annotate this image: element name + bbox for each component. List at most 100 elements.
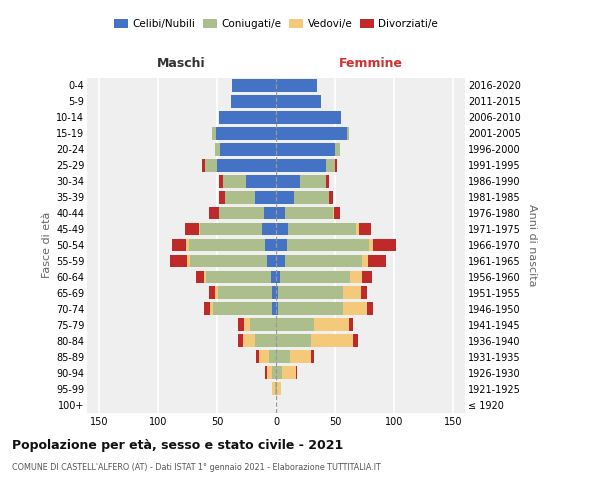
Bar [276, 318, 314, 331]
Bar [276, 175, 299, 188]
Bar [264, 206, 276, 220]
Text: Maschi: Maschi [157, 57, 206, 70]
Bar [185, 222, 199, 235]
Bar [276, 206, 286, 220]
Bar [276, 111, 341, 124]
Bar [343, 286, 361, 299]
Bar [220, 111, 276, 124]
Bar [332, 206, 334, 220]
Legend: Celibi/Nubili, Coniugati/e, Vedovi/e, Divorziati/e: Celibi/Nubili, Coniugati/e, Vedovi/e, Di… [110, 15, 442, 34]
Bar [259, 350, 269, 363]
Bar [231, 95, 276, 108]
Bar [276, 191, 294, 203]
Bar [262, 222, 276, 235]
Bar [368, 254, 386, 268]
Y-axis label: Fasce di età: Fasce di età [41, 212, 52, 278]
Bar [277, 382, 281, 395]
Bar [326, 175, 329, 188]
Bar [296, 366, 297, 379]
Bar [196, 270, 204, 283]
Bar [265, 366, 266, 379]
Bar [271, 270, 276, 283]
Bar [276, 302, 278, 315]
Bar [215, 143, 220, 156]
Bar [266, 366, 272, 379]
Bar [276, 334, 311, 347]
Bar [276, 159, 326, 172]
Bar [272, 366, 276, 379]
Bar [187, 254, 190, 268]
Bar [276, 238, 287, 252]
Bar [269, 350, 276, 363]
Bar [294, 191, 329, 203]
Bar [225, 191, 255, 203]
Text: Popolazione per età, sesso e stato civile - 2021: Popolazione per età, sesso e stato civil… [12, 440, 343, 452]
Bar [210, 302, 214, 315]
Bar [299, 175, 326, 188]
Bar [334, 206, 340, 220]
Bar [255, 191, 276, 203]
Bar [272, 286, 276, 299]
Bar [282, 366, 296, 379]
Bar [238, 334, 243, 347]
Bar [204, 302, 210, 315]
Bar [205, 159, 217, 172]
Bar [243, 334, 255, 347]
Bar [172, 238, 186, 252]
Text: COMUNE DI CASTELL'ALFERO (AT) - Dati ISTAT 1° gennaio 2021 - Elaborazione TUTTIT: COMUNE DI CASTELL'ALFERO (AT) - Dati IST… [12, 464, 381, 472]
Bar [244, 318, 250, 331]
Bar [190, 254, 266, 268]
Bar [223, 175, 247, 188]
Bar [349, 318, 353, 331]
Bar [218, 286, 272, 299]
Bar [359, 222, 371, 235]
Bar [216, 127, 276, 140]
Bar [350, 270, 362, 283]
Bar [347, 127, 349, 140]
Bar [256, 350, 259, 363]
Bar [215, 286, 218, 299]
Bar [276, 350, 290, 363]
Bar [276, 286, 278, 299]
Bar [204, 270, 206, 283]
Bar [250, 318, 276, 331]
Bar [276, 143, 335, 156]
Bar [275, 382, 276, 395]
Bar [362, 254, 368, 268]
Bar [276, 270, 280, 283]
Bar [217, 159, 276, 172]
Bar [255, 334, 276, 347]
Bar [212, 127, 216, 140]
Bar [238, 318, 244, 331]
Bar [272, 382, 275, 395]
Text: Femmine: Femmine [338, 57, 403, 70]
Bar [361, 286, 367, 299]
Bar [200, 222, 262, 235]
Bar [209, 286, 215, 299]
Bar [276, 127, 347, 140]
Bar [276, 79, 317, 92]
Bar [287, 238, 370, 252]
Bar [329, 191, 332, 203]
Bar [311, 350, 314, 363]
Bar [186, 238, 188, 252]
Bar [220, 191, 225, 203]
Bar [247, 175, 276, 188]
Bar [278, 302, 343, 315]
Bar [276, 366, 282, 379]
Bar [209, 206, 220, 220]
Bar [272, 302, 276, 315]
Bar [353, 334, 358, 347]
Bar [276, 95, 321, 108]
Bar [220, 175, 223, 188]
Bar [202, 159, 205, 172]
Bar [206, 270, 271, 283]
Bar [276, 222, 288, 235]
Bar [373, 238, 397, 252]
Y-axis label: Anni di nascita: Anni di nascita [527, 204, 538, 286]
Bar [220, 206, 264, 220]
Bar [311, 334, 353, 347]
Bar [188, 238, 265, 252]
Bar [367, 302, 373, 315]
Bar [266, 254, 276, 268]
